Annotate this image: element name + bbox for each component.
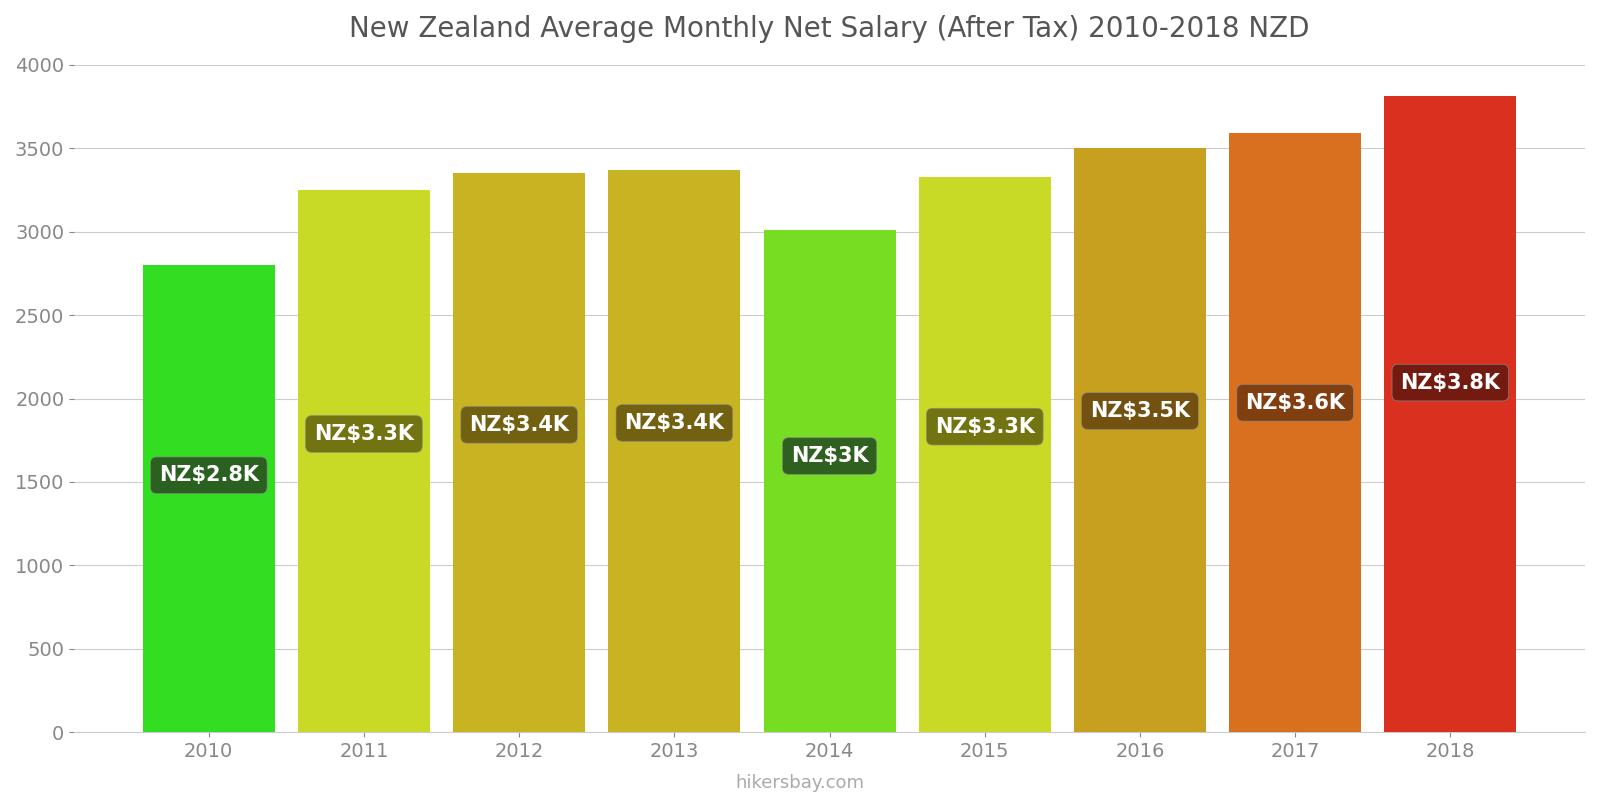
Text: NZ$3.4K: NZ$3.4K (469, 415, 570, 435)
Title: New Zealand Average Monthly Net Salary (After Tax) 2010-2018 NZD: New Zealand Average Monthly Net Salary (… (349, 15, 1310, 43)
Bar (763, 230, 896, 732)
Bar (298, 190, 430, 732)
Text: NZ$3.5K: NZ$3.5K (1090, 401, 1190, 421)
Text: NZ$3K: NZ$3K (790, 446, 869, 466)
Bar (142, 265, 275, 732)
Text: NZ$3.6K: NZ$3.6K (1245, 393, 1346, 413)
Bar (1229, 133, 1362, 732)
Bar (453, 174, 586, 732)
Text: NZ$3.4K: NZ$3.4K (624, 413, 725, 433)
Bar (608, 170, 741, 732)
Bar (918, 177, 1051, 732)
Text: hikersbay.com: hikersbay.com (736, 774, 864, 792)
Text: NZ$3.8K: NZ$3.8K (1400, 373, 1501, 393)
Text: NZ$3.3K: NZ$3.3K (934, 417, 1035, 437)
Text: NZ$2.8K: NZ$2.8K (158, 466, 259, 486)
Bar (1074, 148, 1206, 732)
Bar (1384, 97, 1517, 732)
Text: NZ$3.3K: NZ$3.3K (314, 424, 414, 444)
